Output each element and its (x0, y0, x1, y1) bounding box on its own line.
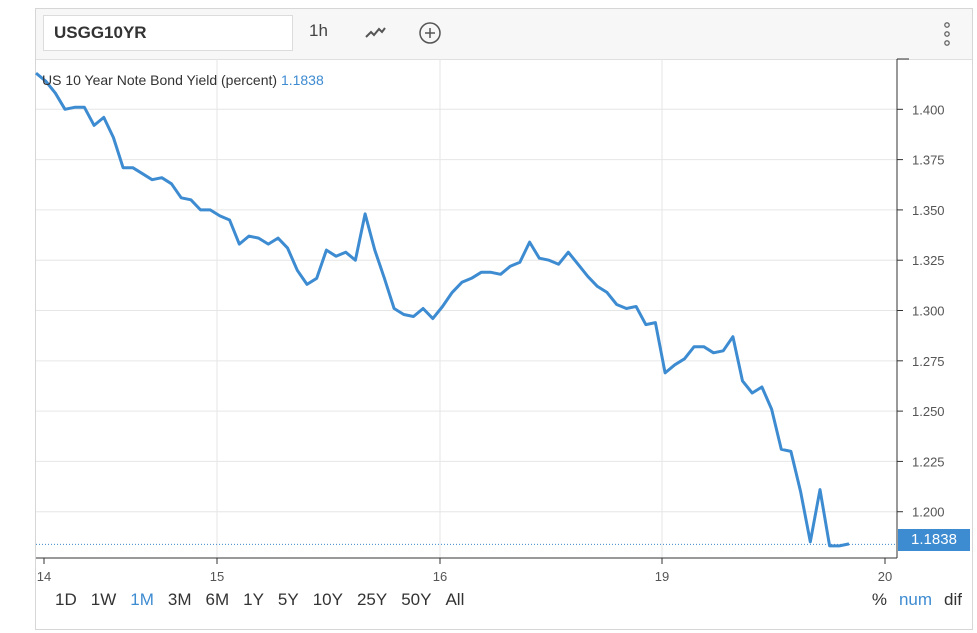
y-tick-label: 1.325 (912, 253, 945, 268)
interval-button[interactable]: 1h (309, 21, 328, 40)
range-button-1d[interactable]: 1D (55, 590, 77, 609)
line-chart-icon[interactable] (361, 19, 389, 47)
range-button-1m[interactable]: 1M (130, 590, 154, 609)
scale-button-num[interactable]: num (898, 590, 933, 609)
range-button-1w[interactable]: 1W (90, 590, 117, 609)
x-tick-label: 16 (433, 569, 447, 584)
y-tick-label: 1.350 (912, 203, 945, 218)
range-button-6m[interactable]: 6M (205, 590, 230, 609)
range-button-1y[interactable]: 1Y (243, 590, 264, 609)
range-button-all[interactable]: All (445, 590, 465, 609)
scale-button-percent[interactable]: % (871, 590, 887, 609)
range-button-25y[interactable]: 25Y (356, 590, 388, 609)
scale-button-dif[interactable]: dif (944, 590, 962, 609)
chart-legend: US 10 Year Note Bond Yield (percent) 1.1… (42, 72, 324, 88)
range-button-3m[interactable]: 3M (167, 590, 192, 609)
y-tick-label: 1.225 (912, 454, 945, 469)
x-tick-label: 19 (655, 569, 669, 584)
chart-toolbar: 1h (36, 9, 972, 60)
vertical-dots-icon[interactable] (942, 21, 952, 47)
range-button-10y[interactable]: 10Y (312, 590, 343, 609)
scale-selector: % num dif (860, 590, 962, 610)
y-tick-label: 1.275 (912, 354, 945, 369)
x-tick-label: 15 (210, 569, 224, 584)
y-tick-label: 1.400 (912, 102, 945, 117)
legend-value: 1.1838 (280, 72, 324, 88)
symbol-input[interactable] (43, 15, 293, 51)
y-tick-label: 1.200 (912, 505, 945, 520)
legend-label: US 10 Year Note Bond Yield (percent) (42, 72, 278, 88)
x-tick-label: 14 (37, 569, 51, 584)
series-line (35, 71, 850, 548)
range-button-50y[interactable]: 50Y (401, 590, 432, 609)
plus-circle-icon[interactable] (416, 19, 444, 47)
last-price-tag: 1.1838 (898, 529, 970, 551)
y-tick-label: 1.375 (912, 153, 945, 168)
range-button-5y[interactable]: 5Y (277, 590, 299, 609)
range-selector: 1D 1W 1M 3M 6M 1Y 5Y 10Y 25Y 50Y All (55, 590, 478, 610)
y-tick-label: 1.300 (912, 304, 945, 319)
chart-widget: 1h (35, 8, 973, 630)
x-tick-label: 20 (878, 569, 892, 584)
y-tick-label: 1.250 (912, 404, 945, 419)
